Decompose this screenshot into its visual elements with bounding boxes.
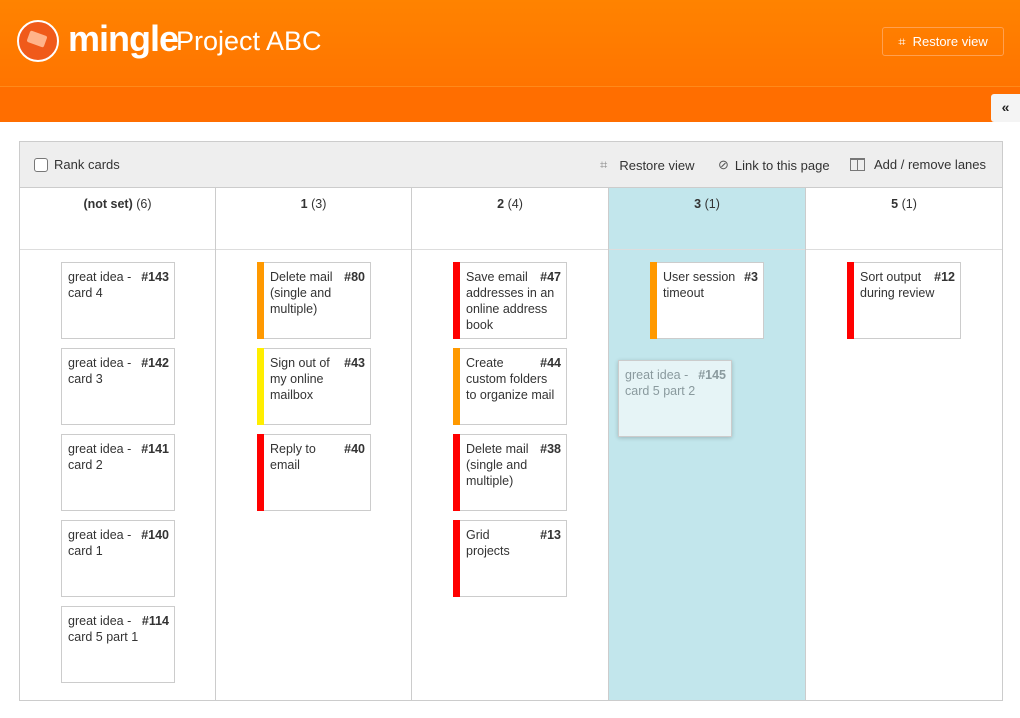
app-header: mingle Project ABC ⌗ Restore view (0, 0, 1020, 86)
priority-color-bar (453, 262, 460, 339)
toolbar-restore-view-button[interactable]: ⌗ Restore view (600, 157, 694, 173)
lanes-icon (850, 158, 865, 171)
lanes-label: Add / remove lanes (874, 157, 987, 172)
card-number[interactable]: #114 (141, 614, 169, 628)
lane-name: (not set) (83, 197, 133, 211)
priority-color-bar (257, 262, 264, 339)
lane: 1 (3) #80 Delete mail (single and multiple… (216, 188, 412, 700)
link-icon: ⊘ (718, 157, 729, 172)
card-title: great idea - card 1 (68, 528, 132, 558)
priority-color-bar (453, 348, 460, 425)
card[interactable]: #80 Delete mail (single and multiple) (257, 262, 371, 339)
add-remove-lanes-button[interactable]: Add / remove lanes (850, 157, 986, 172)
card-title: great idea - card 3 (68, 356, 132, 386)
card-number[interactable]: #141 (141, 442, 169, 456)
card-number[interactable]: #12 (934, 270, 955, 284)
priority-color-bar (847, 262, 854, 339)
card[interactable]: #12 Sort output during review (847, 262, 961, 339)
card-title: Grid projects (466, 528, 510, 558)
card-number[interactable]: #38 (540, 442, 561, 456)
lane-count: (6) (136, 197, 152, 211)
lane-header[interactable]: 3 (1) (609, 188, 805, 250)
header-band (0, 86, 1020, 122)
card-title: Delete mail (single and multiple) (466, 442, 529, 488)
card[interactable]: #40 Reply to email (257, 434, 371, 511)
link-to-page-button[interactable]: ⊘ Link to this page (718, 157, 830, 173)
card-title: great idea - card 5 part 1 (68, 614, 139, 644)
card-title: great idea - card 5 part 2 (625, 368, 696, 398)
brand-name: mingle (68, 18, 179, 59)
lane-count: (3) (311, 197, 327, 211)
card-number[interactable]: #40 (344, 442, 365, 456)
card[interactable]: #38 Delete mail (single and multiple) (453, 434, 567, 511)
dragging-card[interactable]: #145 great idea - card 5 part 2 (618, 360, 732, 437)
card-title: great idea - card 4 (68, 270, 132, 300)
card-number[interactable]: #80 (344, 270, 365, 284)
priority-color-bar (650, 262, 657, 339)
restore-view-icon: ⌗ (898, 33, 906, 49)
card-number[interactable]: #143 (141, 270, 169, 284)
card-title: Sort output during review (860, 270, 935, 300)
card[interactable]: #142 great idea - card 3 (61, 348, 175, 425)
lane-name: 5 (891, 197, 899, 211)
card-title: Create custom folders to organize mail (466, 356, 555, 402)
card-number[interactable]: #3 (744, 270, 758, 284)
card-board: Rank cards ⌗ Restore view ⊘ Link to this p… (19, 141, 1003, 701)
lane-count: (4) (507, 197, 523, 211)
restore-view-icon: ⌗ (600, 157, 608, 172)
card[interactable]: #143 great idea - card 4 (61, 262, 175, 339)
lane: 3 (1) #3 User session timeout #145 great ide… (609, 188, 806, 700)
card-title: Save email addresses in an online addres… (466, 270, 555, 332)
lane-name: 3 (694, 197, 702, 211)
restore-view-button[interactable]: ⌗ Restore view (882, 27, 1004, 56)
card-number[interactable]: #145 (698, 368, 726, 382)
board-toolbar: Rank cards ⌗ Restore view ⊘ Link to this p… (20, 142, 1002, 188)
priority-color-bar (453, 520, 460, 597)
lane-header[interactable]: 1 (3) (216, 188, 411, 250)
lane-count: (1) (901, 197, 917, 211)
lane-name: 1 (300, 197, 308, 211)
lane: (not set) (6) #143 great idea - card 4 #142… (20, 188, 216, 700)
link-label: Link to this page (734, 157, 830, 173)
card-title: Reply to email (270, 442, 316, 472)
card[interactable]: #141 great idea - card 2 (61, 434, 175, 511)
card[interactable]: #3 User session timeout (650, 262, 764, 339)
card[interactable]: #44 Create custom folders to organize mai… (453, 348, 567, 425)
card[interactable]: #13 Grid projects (453, 520, 567, 597)
card-title: User session timeout (663, 270, 736, 300)
restore-view-label: Restore view (912, 34, 988, 49)
priority-color-bar (257, 348, 264, 425)
lane: 2 (4) #47 Save email addresses in an onlin… (412, 188, 609, 700)
card[interactable]: #47 Save email addresses in an online add… (453, 262, 567, 339)
rank-cards-checkbox[interactable]: Rank cards (34, 157, 120, 172)
card-number[interactable]: #44 (540, 356, 561, 370)
restore-view-label: Restore view (619, 157, 695, 173)
lane: 5 (1) #12 Sort output during review (806, 188, 1002, 700)
card-number[interactable]: #140 (141, 528, 169, 542)
lane-count: (1) (704, 197, 720, 211)
card-title: great idea - card 2 (68, 442, 132, 472)
card-number[interactable]: #13 (540, 528, 561, 542)
card-number[interactable]: #142 (141, 356, 169, 370)
card[interactable]: #114 great idea - card 5 part 1 (61, 606, 175, 683)
priority-color-bar (453, 434, 460, 511)
checkbox-icon[interactable] (34, 157, 48, 172)
card[interactable]: #43 Sign out of my online mailbox (257, 348, 371, 425)
lane-header[interactable]: 2 (4) (412, 188, 608, 250)
card-number[interactable]: #47 (540, 270, 561, 284)
card-number[interactable]: #43 (344, 356, 365, 370)
card-title: Sign out of my online mailbox (270, 356, 330, 402)
collapse-sidebar-button[interactable]: « (991, 94, 1020, 122)
card-title: Delete mail (single and multiple) (270, 270, 333, 316)
mingle-logo-icon (17, 20, 59, 62)
card[interactable]: #140 great idea - card 1 (61, 520, 175, 597)
project-title: Project ABC (176, 26, 322, 56)
lane-header[interactable]: (not set) (6) (20, 188, 215, 250)
rank-cards-label: Rank cards (54, 157, 120, 172)
lane-name: 2 (497, 197, 505, 211)
priority-color-bar (257, 434, 264, 511)
lane-header[interactable]: 5 (1) (806, 188, 1002, 250)
